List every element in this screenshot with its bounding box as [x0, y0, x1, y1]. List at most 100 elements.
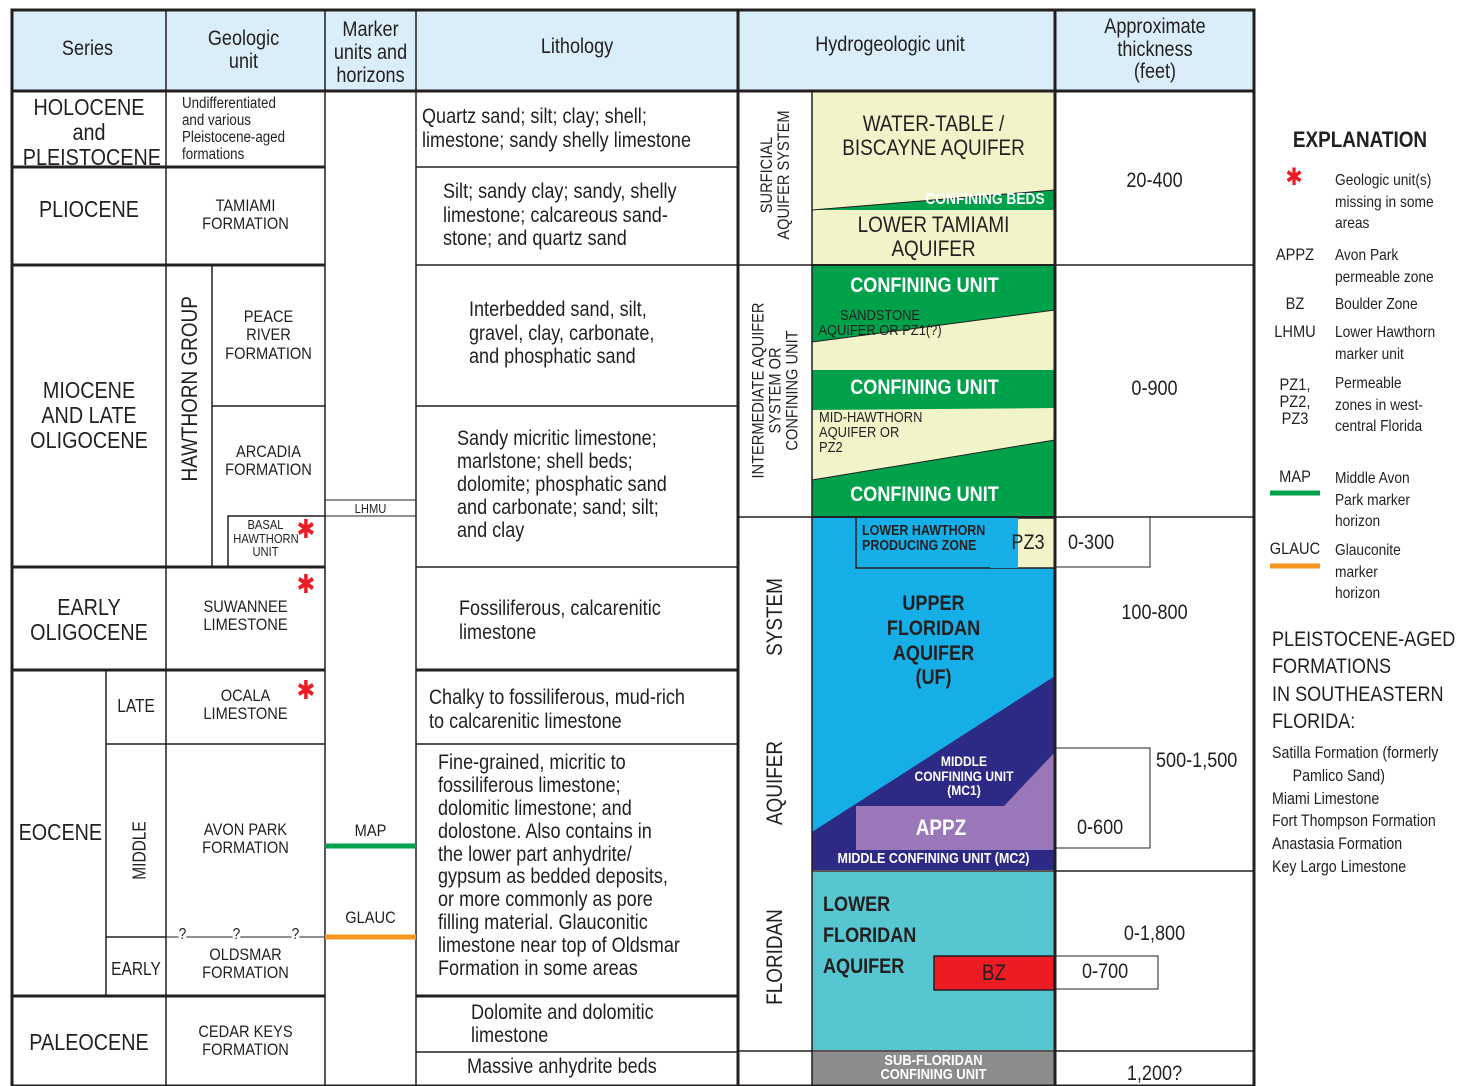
marker-map: MAP [354, 821, 387, 840]
legend-glauc-key: GLAUC [1269, 539, 1321, 558]
thickness-0-900: 0-900 [1131, 377, 1178, 400]
series-miocene: MIOCENE AND LATE OLIGOCENE [30, 377, 148, 453]
series-eocene: EOCENE [18, 819, 103, 845]
geo-avon-park: AVON PARK FORMATION [202, 820, 289, 858]
hydro-sandstone-aquifer: SANDSTONE AQUIFER OR PZ1(?) [818, 307, 942, 339]
series-early-oligocene: EARLY OLIGOCENE [30, 594, 148, 645]
header-hydrogeologic-unit: Hydrogeologic unit [815, 33, 965, 56]
hydro-confining-beds: CONFINING BEDS [925, 191, 1045, 208]
mc2-fill [812, 850, 1055, 870]
missing-star-icon: ✱ [296, 675, 316, 705]
geo-suwannee: SUWANNEE LIMESTONE [203, 597, 288, 635]
system-floridan-3: SYSTEM [762, 578, 787, 656]
lhpz-fill [856, 518, 1018, 568]
thickness-0-1800: 0-1,800 [1123, 922, 1186, 945]
thickness-100-800: 100-800 [1121, 601, 1188, 624]
hydro-water-table: WATER-TABLE / BISCAYNE AQUIFER [842, 111, 1025, 160]
appz-fill [856, 752, 1055, 850]
legend-bz-text: Boulder Zone [1335, 296, 1418, 313]
geo-question-3: ? [291, 926, 300, 944]
legend-pz-key: PZ1, PZ2, PZ3 [1279, 375, 1311, 428]
confining-wedge-1 [812, 306, 1055, 342]
hydro-mid-hawthorn: MID-HAWTHORN AQUIFER OR PZ2 [819, 409, 923, 456]
legend-map-text: Middle Avon Park marker horizon [1335, 470, 1410, 531]
marker-glauc: GLAUC [345, 908, 396, 927]
hydro-appz: APPZ [915, 815, 967, 840]
geo-question-1: ? [178, 926, 187, 944]
pleistocene-formations-list: Satilla Formation (formerly Pamlico Sand… [1272, 744, 1439, 876]
surficial-fill [812, 92, 1055, 264]
confining-unit-1-fill [812, 266, 1055, 306]
header-geologic-unit: Geologic unit [207, 27, 280, 73]
geo-hawthorn-group: HAWTHORN GROUP [177, 296, 202, 482]
geo-oldsmar: OLDSMAR FORMATION [202, 945, 289, 983]
system-surficial: SURFICIAL AQUIFER SYSTEM [757, 110, 793, 240]
lith-sandy-micritic: Sandy micritic limestone; marlstone; shel… [457, 427, 667, 543]
legend-appz-text: Avon Park permeable zone [1335, 247, 1434, 286]
sandstone-aquifer-fill [812, 310, 1055, 370]
lith-quartz-sand: Quartz sand; silt; clay; shell; limestone… [422, 105, 692, 152]
hydro-confining-unit-1: CONFINING UNIT [850, 274, 999, 297]
hydro-lower-floridan: LOWER FLORIDAN AQUIFER [823, 893, 917, 979]
legend-star-icon: ✱ [1285, 164, 1303, 191]
missing-star-icon: ✱ [296, 569, 316, 599]
thickness-20-400: 20-400 [1126, 169, 1183, 192]
hydro-bz: BZ [981, 960, 1007, 985]
hydro-pz3: PZ3 [1011, 531, 1045, 554]
confining-unit-2-fill [812, 370, 1055, 406]
legend-pz-text: Permeable zones in west-central Florida [1335, 375, 1423, 436]
lith-anhydrite: Massive anhydrite beds [467, 1055, 657, 1078]
geo-peace-river: PEACE RIVER FORMATION [225, 307, 312, 363]
thickness-0-600: 0-600 [1077, 816, 1124, 839]
legend-appz-key: APPZ [1275, 245, 1315, 264]
bz-fill [933, 955, 1055, 991]
thickness-0-300: 0-300 [1068, 531, 1115, 554]
geo-ocala: OCALA LIMESTONE [203, 686, 288, 724]
sub-floridan-fill [812, 1052, 1055, 1086]
header-lithology: Lithology [540, 35, 614, 58]
hydro-fills [811, 92, 1056, 1086]
system-intermediate: INTERMEDIATE AQUIFER SYSTEM OR CONFINING U… [748, 302, 802, 479]
series-late: LATE [117, 696, 155, 716]
lith-fine-grained: Fine-grained, micritic to fossiliferous l… [438, 751, 680, 980]
series-holocene: HOLOCENE and PLEISTOCENE [22, 94, 161, 170]
legend-map-key: MAP [1279, 467, 1311, 486]
header-marker-units: Marker units and horizons [333, 18, 408, 88]
missing-star-icon: ✱ [296, 514, 316, 544]
lith-dolomite: Dolomite and dolomitic limestone [471, 1001, 654, 1048]
hydro-mc1: MIDDLE CONFINING UNIT (MC1) [914, 753, 1014, 799]
series-early: EARLY [111, 959, 161, 979]
pleistocene-formations-title: PLEISTOCENE-AGED FORMATIONS IN SOUTHEASTER… [1272, 628, 1456, 733]
series-paleocene: PALEOCENE [29, 1029, 149, 1055]
lith-fossiliferous: Fossiliferous, calcarenitic limestone [459, 597, 661, 644]
lith-silt-sandy-clay: Silt; sandy clay; sandy, shelly limestone… [443, 180, 677, 251]
table-grid [10, 8, 1256, 1086]
hydro-confining-unit-2: CONFINING UNIT [850, 376, 999, 399]
geo-question-2: ? [232, 926, 241, 944]
series-middle: MIDDLE [129, 821, 150, 880]
hydro-lower-hawthorn-pz: LOWER HAWTHORN PRODUCING ZONE [862, 523, 986, 554]
lith-chalky: Chalky to fossiliferous, mud-rich to calc… [429, 686, 685, 733]
explanation-title: EXPLANATION [1292, 127, 1428, 152]
marker-lhmu: LHMU [354, 501, 387, 516]
geo-arcadia: ARCADIA FORMATION [225, 442, 312, 480]
hydro-sub-floridan: SUB-FLORIDAN CONFINING UNIT [880, 1052, 987, 1084]
legend-lhmu-text: Lower Hawthorn marker unit [1335, 324, 1436, 363]
geo-cedar-keys: CEDAR KEYS FORMATION [198, 1022, 293, 1060]
system-floridan-1: FLORIDAN [762, 909, 787, 1005]
legend-lhmu-key: LHMU [1274, 322, 1316, 341]
confining-unit-3-fill [812, 440, 1055, 516]
thickness-500-1500: 500-1,500 [1156, 749, 1238, 772]
thickness-0-700: 0-700 [1082, 960, 1129, 983]
geo-undifferentiated: Undifferentiated and various Pleistocene-a… [182, 95, 286, 164]
hydro-mc2: MIDDLE CONFINING UNIT (MC2) [837, 851, 1030, 867]
system-floridan-2: AQUIFER [762, 740, 787, 826]
legend-bz-key: BZ [1285, 294, 1305, 313]
thickness-1200: 1,200? [1126, 1062, 1183, 1085]
hydro-lower-tamiami: LOWER TAMIAMI AQUIFER [857, 212, 1010, 261]
lith-interbedded: Interbedded sand, silt, gravel, clay, car… [469, 298, 655, 369]
header-thickness: Approximate thickness (feet) [1104, 15, 1206, 84]
header-series: Series [61, 37, 114, 60]
